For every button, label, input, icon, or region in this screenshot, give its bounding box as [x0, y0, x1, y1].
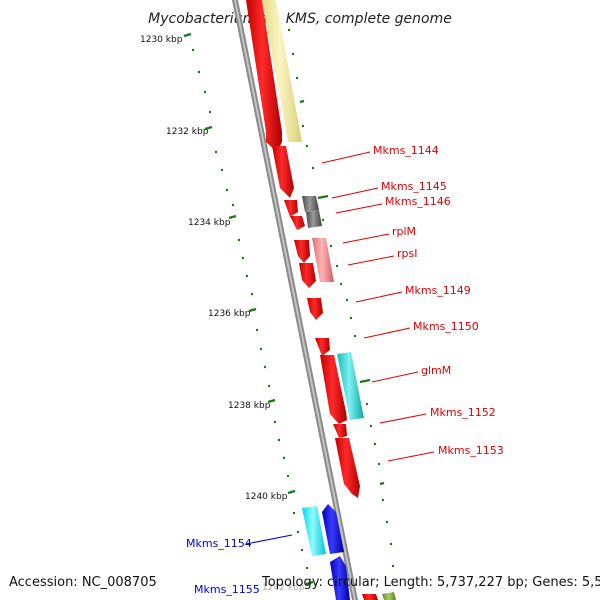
gene-arrow[interactable] — [294, 240, 310, 263]
gene-arrow[interactable] — [290, 216, 305, 230]
ruler-labels: 1230 kbp 1232 kbp 1234 kbp 1236 kbp 1238… — [140, 35, 305, 593]
genome-summary: Topology: circular; Length: 5,737,227 bp… — [262, 575, 600, 590]
gene-arrow-blue[interactable] — [330, 556, 350, 600]
gene-arrow[interactable] — [299, 263, 316, 288]
gene-arrow[interactable] — [335, 438, 360, 498]
gene-arrow[interactable] — [284, 200, 298, 217]
label-leaders — [245, 151, 435, 545]
gene-arrow[interactable] — [333, 424, 347, 438]
gene-label[interactable]: Mkms_1144 — [373, 144, 439, 157]
gene-label[interactable]: Mkms_1152 — [430, 406, 496, 419]
gene-labels: Mkms_1144 Mkms_1145 Mkms_1146 rplM rpsI … — [186, 144, 504, 596]
gene-arrow[interactable] — [272, 146, 294, 198]
gene-label[interactable]: glmM — [421, 364, 451, 377]
ruler-track — [192, 48, 308, 570]
gene-box-pink[interactable] — [312, 238, 334, 282]
gene-label[interactable]: Mkms_1146 — [385, 195, 451, 208]
gene-box-gray[interactable] — [306, 210, 322, 228]
gene-label[interactable]: Mkms_1150 — [413, 320, 479, 333]
ruler-label: 1238 kbp — [228, 401, 271, 411]
gene-label[interactable]: Mkms_1153 — [438, 444, 504, 457]
gene-arrow-blue[interactable] — [322, 504, 344, 554]
ruler-label: 1236 kbp — [208, 309, 251, 319]
gene-arrow[interactable] — [246, 0, 282, 152]
gene-arrow[interactable] — [307, 298, 323, 320]
gene-label[interactable]: rpsI — [397, 247, 417, 260]
map-title: Mycobacterium sp. KMS, complete genome — [148, 11, 452, 27]
feature-yellow — [262, 0, 302, 142]
gene-arrow[interactable] — [315, 338, 330, 356]
ruler-label: 1232 kbp — [166, 127, 209, 137]
ruler-label: 1234 kbp — [188, 218, 231, 228]
gene-arrow[interactable] — [320, 355, 347, 424]
gene-label[interactable]: Mkms_1155 — [194, 583, 260, 596]
right-track — [288, 28, 394, 568]
gene-box-gray[interactable] — [302, 196, 319, 212]
feature-green — [382, 592, 396, 600]
feature-red-bottom — [362, 594, 378, 600]
gene-label[interactable]: Mkms_1145 — [381, 180, 447, 193]
ruler-label: 1242 kbp — [262, 583, 305, 593]
major-ticks — [183, 32, 314, 586]
gene-box-aqua[interactable] — [302, 506, 326, 556]
accession-text: Accession: NC_008705 — [9, 575, 157, 590]
gene-box-cyan[interactable] — [337, 352, 364, 420]
gene-label[interactable]: Mkms_1149 — [405, 284, 471, 297]
gene-label[interactable]: Mkms_1154 — [186, 537, 252, 550]
backbone-highlight — [234, 0, 356, 600]
ruler-label: 1240 kbp — [245, 492, 288, 502]
gene-label[interactable]: rplM — [392, 225, 416, 238]
ruler-label: 1230 kbp — [140, 35, 183, 45]
